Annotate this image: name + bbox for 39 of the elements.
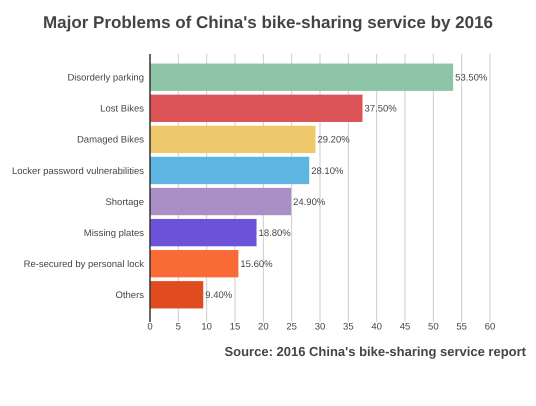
x-tick-label: 25 (286, 322, 297, 333)
y-tick-label: Others (115, 290, 144, 302)
x-tick-label: 55 (456, 322, 467, 333)
data-label: 53.50% (455, 72, 488, 84)
x-tick-label: 10 (201, 322, 212, 333)
x-tick-label: 45 (400, 322, 410, 333)
bar (150, 218, 257, 246)
x-tick-label: 0 (147, 322, 153, 333)
x-tick-label: 35 (343, 322, 354, 333)
data-label: 28.10% (311, 166, 344, 177)
y-tick-label: Damaged Bikes (76, 134, 144, 146)
x-tick-label: 50 (428, 322, 439, 333)
bar (150, 94, 362, 122)
bar (150, 250, 238, 278)
chart-title: Major Problems of China's bike-sharing service by 2016 (43, 13, 493, 32)
data-label: 9.40% (205, 290, 233, 302)
bar (150, 126, 316, 154)
data-label: 29.20% (317, 134, 350, 146)
y-tick-label: Lost Bikes (100, 104, 144, 115)
bar (150, 188, 292, 216)
bar (150, 156, 310, 184)
x-tick-label: 5 (176, 322, 181, 333)
x-tick-label: 40 (371, 322, 382, 333)
bar (150, 281, 204, 308)
y-tick-label: Disorderly parking (67, 72, 144, 84)
y-tick-label: Locker password vulnerabilities (12, 166, 144, 177)
y-tick-label: Shortage (105, 196, 144, 208)
data-label: 18.80% (258, 228, 292, 239)
y-tick-label: Missing plates (84, 228, 144, 239)
bar (150, 64, 454, 91)
y-tick-label: Re-secured by personal lock (24, 259, 144, 270)
x-tick-label: 20 (258, 322, 269, 333)
source-note: Source: 2016 China's bike-sharing service report (224, 344, 527, 359)
data-label: 37.50% (364, 104, 398, 115)
x-tick-label: 30 (314, 322, 326, 333)
x-tick-label: 15 (230, 322, 240, 333)
x-tick-label: 60 (484, 322, 496, 333)
data-label: 24.90% (293, 196, 326, 208)
data-label: 15.60% (240, 259, 274, 270)
